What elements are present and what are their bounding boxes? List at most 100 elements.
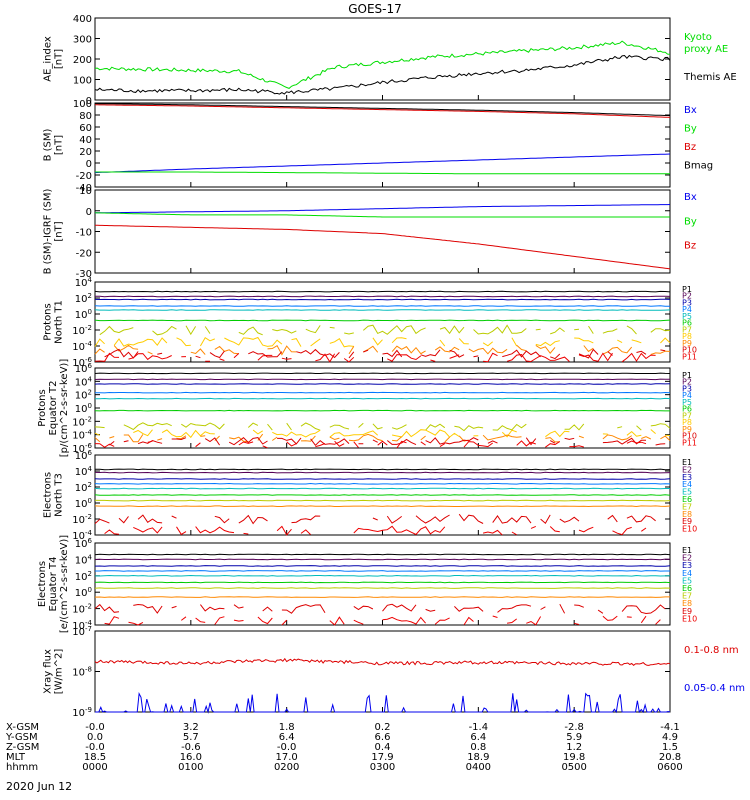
- panel-frame: [94, 542, 671, 626]
- legend-label: Bx: [684, 105, 697, 116]
- channel-line: [94, 383, 671, 385]
- y-axis-label-line: [p/(cm^2-s-sr-keV)]: [59, 359, 70, 458]
- y-tick-label: 100: [73, 76, 92, 87]
- y-axis-label-line: [e/(cm^2-s-sr-keV)]: [59, 535, 70, 633]
- channel-label: E7: [682, 502, 692, 511]
- footer-value: 18.9: [467, 752, 489, 763]
- y-tick-label: 104: [75, 375, 93, 388]
- y-tick-label: -30: [76, 269, 92, 280]
- footer-value: 1.2: [566, 742, 582, 753]
- footer-value: -1.4: [469, 722, 489, 733]
- legend-label: By: [684, 216, 697, 227]
- footer-value: 1.8: [279, 722, 295, 733]
- footer-value: 16.0: [180, 752, 202, 763]
- channel-line: [104, 348, 666, 360]
- series-line: [94, 212, 670, 218]
- panel-frame: [94, 102, 671, 188]
- footer-row-label: Y-GSM: [5, 732, 38, 743]
- series-line: [95, 103, 671, 117]
- channel-line: [94, 429, 671, 439]
- y-tick-label: 100: [75, 402, 92, 415]
- y-tick-label: 10-4: [72, 429, 92, 442]
- y-tick-label: 10-6: [72, 356, 92, 369]
- y-tick-label: 10-4: [72, 619, 92, 632]
- footer-value: -0.0: [85, 722, 105, 733]
- channel-label: P4: [682, 305, 692, 314]
- channel-label: P5: [682, 312, 692, 321]
- y-tick-label: 300: [73, 35, 92, 46]
- channel-label: P1: [682, 285, 692, 294]
- y-axis-label-line: B (SM)-IGRF (SM): [43, 189, 54, 275]
- y-axis-label-line: B (SM): [43, 128, 54, 161]
- channel-line: [94, 581, 671, 584]
- series-line: [95, 171, 670, 175]
- y-tick-label: 0: [86, 159, 92, 170]
- channel-label: E6: [682, 584, 692, 593]
- footer-value: 1.5: [662, 742, 678, 753]
- y-tick-label: 104: [75, 553, 93, 566]
- y-axis-label-line: Equator T2: [48, 381, 59, 436]
- series-line: [94, 153, 671, 174]
- y-tick-label: 102: [75, 389, 92, 402]
- y-axis-label: AE_index [nT]: [43, 36, 65, 82]
- footer-value: 20.8: [659, 752, 681, 763]
- footer-value: 6.4: [470, 732, 486, 743]
- y-axis-label-line: North T1: [54, 300, 65, 344]
- plot-title: GOES-17: [348, 2, 402, 16]
- footer-value: 0500: [561, 762, 586, 773]
- channel-line: [94, 603, 666, 615]
- channel-line: [94, 574, 671, 577]
- channel-label: P7: [682, 325, 692, 334]
- channel-label: P5: [682, 398, 692, 407]
- footer-value: -0.0: [277, 742, 297, 753]
- channel-line: [94, 290, 671, 293]
- channel-line: [94, 558, 671, 561]
- y-tick-label: 104: [75, 276, 93, 289]
- y-axis-label: B (SM) [nT]: [43, 128, 65, 161]
- footer-value: 0200: [274, 762, 299, 773]
- channel-label: E7: [682, 592, 692, 601]
- channel-line: [94, 397, 671, 400]
- y-axis-label-line: Protons: [37, 389, 48, 426]
- y-tick-label: 10-9: [72, 706, 92, 719]
- footer-value: 3.2: [183, 722, 199, 733]
- legend-label: Kyoto: [684, 32, 712, 43]
- channel-label: P3: [682, 384, 692, 393]
- channel-label: P2: [682, 378, 692, 387]
- channel-line: [95, 295, 671, 298]
- y-axis-label-line: [nT]: [54, 49, 65, 69]
- y-axis-label: Xray flux [W/m^2]: [43, 649, 65, 695]
- y-tick-label: 0: [86, 207, 92, 218]
- footer-value: 5.7: [183, 732, 199, 743]
- footer-value: 0400: [466, 762, 491, 773]
- y-axis-label: Electrons Equator T4 [e/(cm^2-s-sr-keV)]: [37, 535, 70, 633]
- channel-label: P6: [682, 405, 692, 414]
- series-line: [94, 657, 671, 666]
- channel-label: P3: [682, 298, 692, 307]
- footer-value: 18.5: [84, 752, 106, 763]
- channel-label: E9: [682, 607, 692, 616]
- footer-value: 19.8: [563, 752, 585, 763]
- y-tick-label: 106: [75, 362, 93, 375]
- y-tick-label: 10-7: [72, 625, 92, 638]
- footer-value: 6.4: [279, 732, 295, 743]
- panel-frame: [94, 189, 671, 274]
- legend-label: proxy AE: [684, 44, 728, 55]
- channel-line: [94, 305, 670, 307]
- channel-label: P8: [682, 332, 692, 341]
- channel-line: [95, 514, 665, 523]
- y-axis-label-line: Electrons: [37, 561, 48, 607]
- channel-label: P4: [682, 391, 692, 400]
- y-tick-label: 102: [75, 481, 92, 494]
- channel-label: E4: [682, 480, 692, 489]
- channel-label: E9: [682, 517, 692, 526]
- y-tick-label: 80: [79, 111, 92, 122]
- y-axis-label-line: Xray flux: [43, 649, 54, 694]
- channel-line: [94, 487, 670, 490]
- channel-label: E3: [682, 473, 692, 482]
- y-axis-label-line: [nT]: [54, 135, 65, 155]
- channel-label: E10: [682, 614, 697, 623]
- channel-label: P10: [682, 432, 697, 441]
- y-tick-label: -10: [76, 228, 92, 239]
